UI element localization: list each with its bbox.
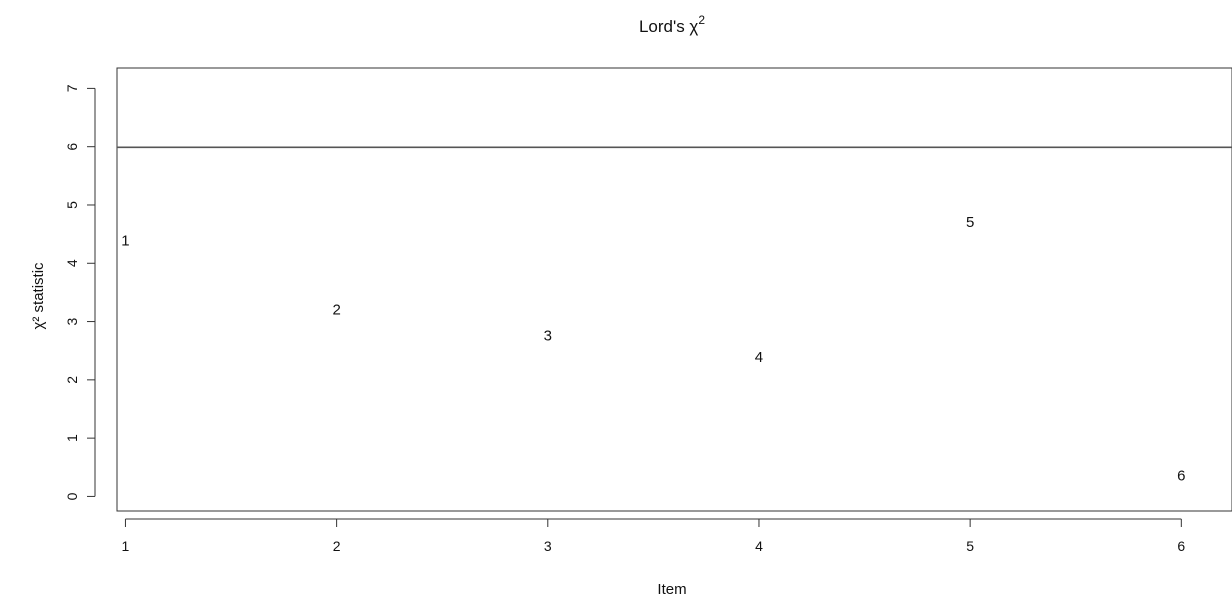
x-tick-label: 1 <box>122 538 130 554</box>
x-tick-label: 3 <box>544 538 552 554</box>
chart-title-text: Lord's χ <box>639 17 698 36</box>
x-axis-ticks: 1 2 3 4 5 6 <box>122 519 1185 554</box>
point-label-item-6: 6 <box>1177 468 1185 485</box>
plot-area-box <box>116 67 1232 512</box>
y-tick-label: 6 <box>64 143 80 151</box>
point-label-item-3: 3 <box>544 328 552 345</box>
y-axis-ticks: 0 1 2 3 4 5 6 7 <box>64 84 95 500</box>
x-tick-label: 6 <box>1177 538 1185 554</box>
y-tick-label: 5 <box>64 201 80 209</box>
y-axis-label: χ² statistic <box>30 262 47 330</box>
chart-title: Lord's χ2 <box>639 13 705 36</box>
y-tick-label: 3 <box>64 317 80 325</box>
y-tick-label: 4 <box>64 259 80 267</box>
point-label-item-5: 5 <box>966 214 974 231</box>
y-tick-label: 2 <box>64 376 80 384</box>
x-tick-label: 5 <box>966 538 974 554</box>
point-label-item-4: 4 <box>755 349 763 366</box>
point-label-item-1: 1 <box>121 233 129 250</box>
chart-title-superscript: 2 <box>698 13 705 27</box>
x-tick-label: 4 <box>755 538 763 554</box>
y-tick-label: 1 <box>64 434 80 442</box>
y-tick-label: 0 <box>64 492 80 500</box>
x-axis-label: Item <box>657 581 686 598</box>
point-label-item-2: 2 <box>332 301 340 318</box>
point-labels: 1 2 3 4 5 6 <box>121 214 1185 485</box>
x-tick-label: 2 <box>333 538 341 554</box>
y-tick-label: 7 <box>64 84 80 92</box>
